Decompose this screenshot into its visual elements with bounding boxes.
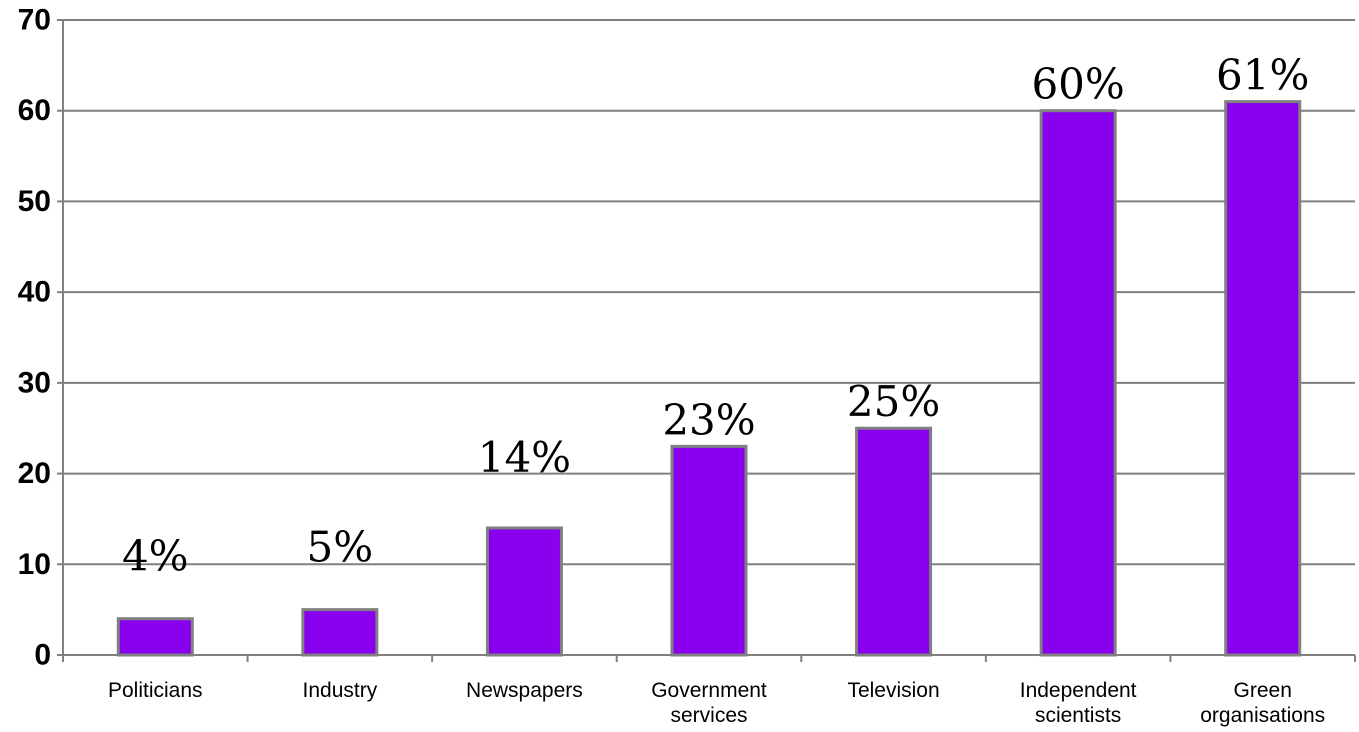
bar-5 xyxy=(1039,109,1117,657)
bar-6 xyxy=(1224,100,1302,657)
x-tick-label-line: Television xyxy=(847,679,939,702)
x-tick-label-0: Politicians xyxy=(108,679,203,702)
x-tick-label-line: Politicians xyxy=(108,679,203,702)
x-tick-label-line: Green xyxy=(1234,679,1292,702)
data-label-5: 60% xyxy=(1031,60,1124,109)
x-tick-label-1: Industry xyxy=(303,679,378,702)
x-tick-labels: Politicians Industry Newspapers Government s… xyxy=(108,679,1325,727)
x-tick-label-line: scientists xyxy=(1035,704,1121,727)
y-tick-label-50: 50 xyxy=(18,185,51,218)
bar-0 xyxy=(116,617,194,657)
data-label-4: 25% xyxy=(847,377,940,426)
x-tick-label-4: Television xyxy=(847,679,939,702)
bar-1 xyxy=(301,608,379,657)
x-tick-label-5: Independent scientists xyxy=(1020,679,1137,727)
x-tick-label-line: Independent xyxy=(1020,679,1137,702)
x-tick-label-3: Government services xyxy=(651,679,767,727)
data-labels: 4% 5% 14% 23% 25% 60% 61% xyxy=(122,51,1309,581)
y-tick-label-30: 30 xyxy=(18,366,51,399)
data-label-2: 14% xyxy=(478,433,571,482)
y-tick-label-70: 70 xyxy=(18,4,51,37)
bar-4 xyxy=(855,426,933,657)
x-tick-label-line: Government xyxy=(651,679,767,702)
x-tick-label-line: organisations xyxy=(1200,704,1325,727)
y-tick-label-10: 10 xyxy=(18,548,51,581)
bar-2 xyxy=(485,526,563,657)
y-tick-labels: 0 10 20 30 40 50 60 70 xyxy=(18,4,51,672)
y-tick-label-0: 0 xyxy=(34,639,51,672)
x-tick-label-6: Green organisations xyxy=(1200,679,1325,727)
gridlines xyxy=(63,19,1355,566)
bars xyxy=(116,100,1302,657)
bar-3 xyxy=(670,444,748,657)
y-tick-label-20: 20 xyxy=(18,457,51,490)
data-label-3: 23% xyxy=(662,395,755,444)
data-label-0: 4% xyxy=(122,532,189,581)
data-label-1: 5% xyxy=(307,523,374,572)
x-tick-label-line: Industry xyxy=(303,679,378,702)
data-label-6: 61% xyxy=(1216,51,1309,100)
x-tick-label-2: Newspapers xyxy=(466,679,583,702)
y-tick-label-40: 40 xyxy=(18,276,51,309)
x-tick-label-line: Newspapers xyxy=(466,679,583,702)
y-tick-label-60: 60 xyxy=(18,94,51,127)
x-tick-label-line: services xyxy=(670,704,747,727)
